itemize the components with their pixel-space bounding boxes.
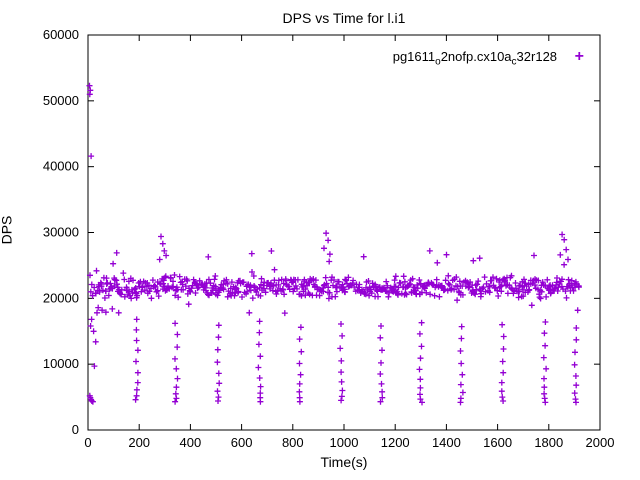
svg-text:1800: 1800 bbox=[534, 435, 563, 450]
svg-text:40000: 40000 bbox=[43, 159, 79, 174]
svg-text:1600: 1600 bbox=[483, 435, 512, 450]
svg-text:1200: 1200 bbox=[381, 435, 410, 450]
legend-marker-icon: + bbox=[574, 48, 584, 65]
svg-text:20000: 20000 bbox=[43, 290, 79, 305]
svg-text:60000: 60000 bbox=[43, 27, 79, 42]
svg-text:1400: 1400 bbox=[432, 435, 461, 450]
y-axis-label: DPS bbox=[0, 215, 15, 245]
svg-text:1000: 1000 bbox=[330, 435, 359, 450]
svg-text:2000: 2000 bbox=[586, 435, 615, 450]
legend: pg1611o2nofp.cx10ac32r128 + bbox=[393, 48, 584, 68]
svg-text:800: 800 bbox=[282, 435, 304, 450]
svg-text:600: 600 bbox=[231, 435, 253, 450]
svg-text:50000: 50000 bbox=[43, 93, 79, 108]
chart-title: DPS vs Time for l.i1 bbox=[282, 10, 406, 26]
x-axis-label: Time(s) bbox=[320, 454, 368, 470]
legend-label: pg1611o2nofp.cx10ac32r128 bbox=[392, 49, 558, 68]
svg-text:400: 400 bbox=[180, 435, 202, 450]
svg-text:0: 0 bbox=[72, 422, 79, 437]
svg-text:30000: 30000 bbox=[43, 225, 79, 240]
svg-text:200: 200 bbox=[128, 435, 150, 450]
svg-text:10000: 10000 bbox=[43, 356, 79, 371]
svg-text:0: 0 bbox=[84, 435, 91, 450]
